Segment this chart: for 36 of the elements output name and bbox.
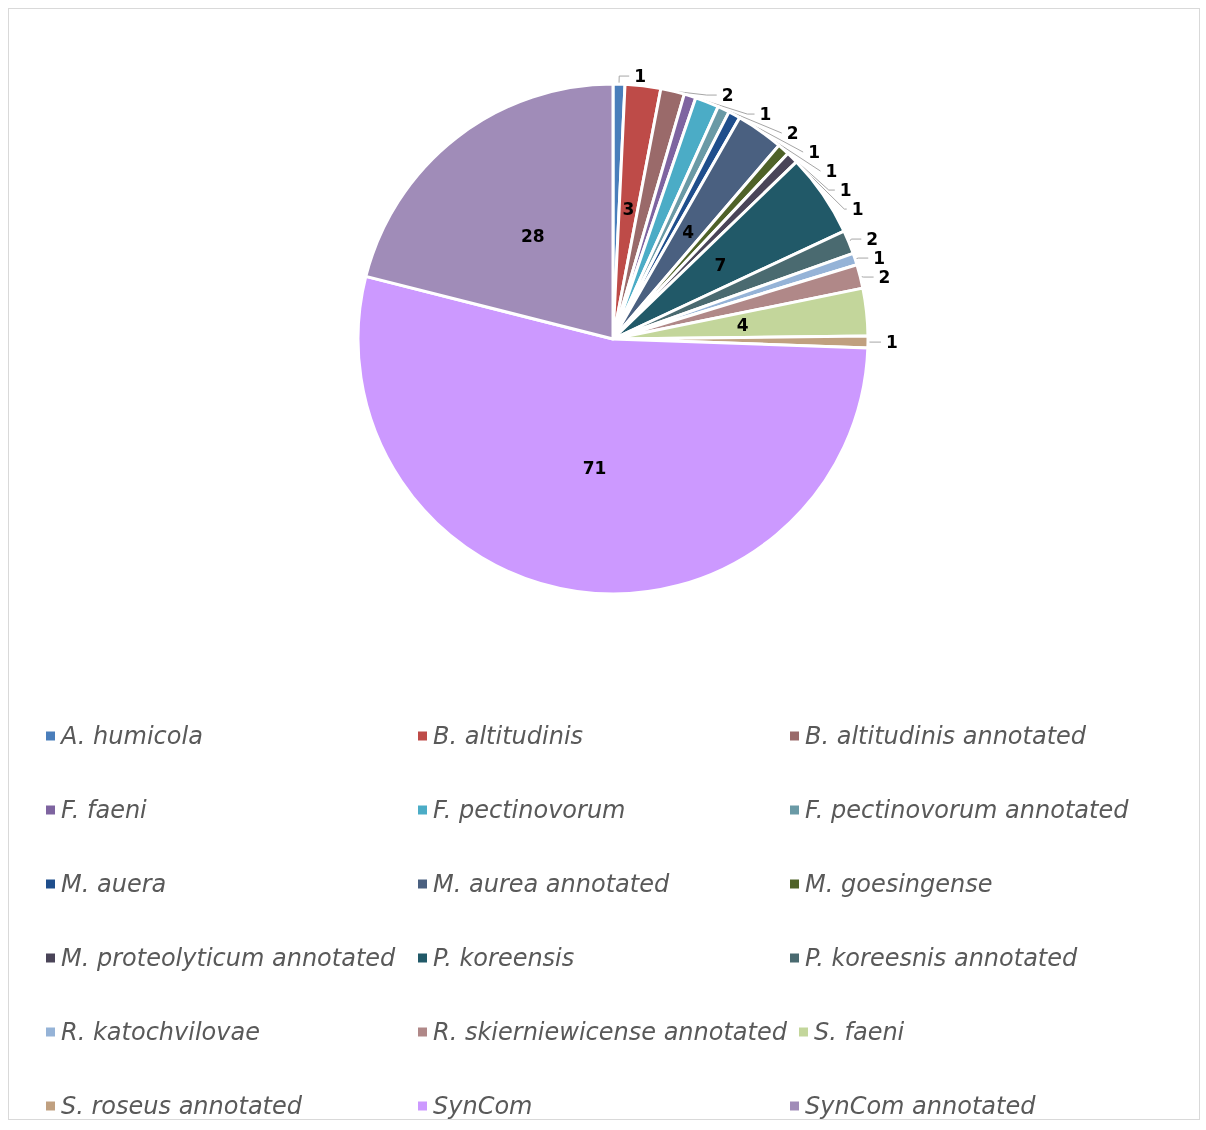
data-label: 2 (786, 123, 799, 144)
legend-label: S. roseus annotated (61, 1092, 303, 1120)
data-label: 1 (634, 66, 647, 87)
data-label: 2 (721, 85, 734, 106)
data-label: 1 (808, 142, 820, 163)
data-label: 2 (866, 229, 879, 250)
data-label: 4 (736, 315, 749, 336)
legend-label: F. faeni (61, 796, 148, 824)
legend-label: F. pectinovorum annotated (805, 796, 1130, 824)
legend-label: SynCom (433, 1092, 533, 1120)
legend-label: R. katochvilovae (61, 1018, 260, 1046)
data-label: 1 (873, 248, 886, 269)
legend-label: M. proteolyticum annotated (61, 944, 397, 972)
legend-label: P. koreesnis annotated (805, 944, 1079, 972)
legend-label: S. faeni (813, 1018, 905, 1046)
data-label: 71 (582, 458, 607, 479)
data-label: 28 (521, 226, 545, 247)
legend-label: P. koreensis (433, 944, 575, 972)
data-label: 1 (851, 199, 864, 220)
data-label: 3 (622, 199, 635, 220)
data-label: 7 (714, 255, 727, 276)
data-label: 2 (878, 267, 891, 288)
legend-label: M. goesingense (805, 870, 993, 898)
data-label: 1 (825, 161, 838, 182)
data-label: 1 (759, 104, 772, 125)
data-label: 1 (885, 332, 898, 353)
legend-label: SynCom annotated (805, 1092, 1037, 1120)
legend-label: R. skierniewicense annotated (433, 1018, 788, 1046)
data-label: 1 (839, 180, 852, 201)
legend-label: A. humicola (59, 722, 203, 750)
legend-label: M. auera (61, 870, 167, 898)
legend-label: B. altitudinis (433, 722, 584, 750)
legend-label: F. pectinovorum (433, 796, 626, 824)
legend-label: B. altitudinis annotated (805, 722, 1087, 750)
legend-label: M. aurea annotated (433, 870, 670, 898)
data-label: 4 (682, 222, 695, 243)
